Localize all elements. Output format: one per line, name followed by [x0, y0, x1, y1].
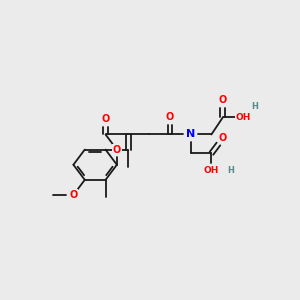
Text: O: O: [101, 114, 110, 124]
Text: OH: OH: [236, 113, 251, 122]
Text: N: N: [186, 130, 195, 140]
Text: O: O: [69, 190, 77, 200]
Text: H: H: [227, 166, 234, 175]
Text: H: H: [251, 102, 258, 111]
Text: O: O: [113, 145, 121, 154]
Text: O: O: [219, 133, 227, 143]
Text: O: O: [219, 95, 227, 106]
Text: O: O: [166, 112, 174, 122]
Text: OH: OH: [204, 166, 219, 175]
